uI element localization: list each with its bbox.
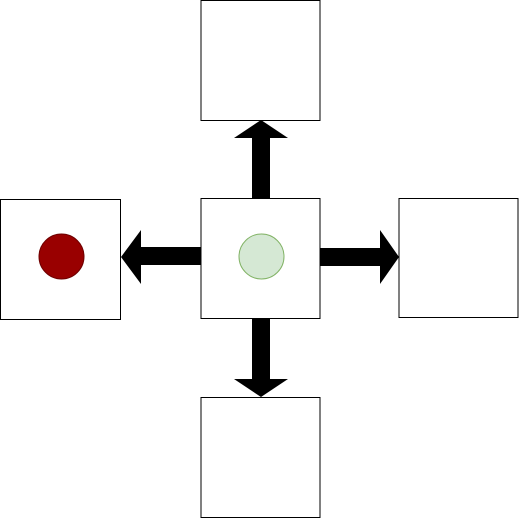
arrow-left — [121, 230, 201, 284]
box-bottom — [200, 397, 321, 518]
box-right — [398, 198, 519, 318]
box-top — [200, 0, 321, 121]
arrow-down — [234, 318, 288, 397]
token-center-green — [238, 233, 285, 280]
arrow-right — [320, 230, 399, 284]
arrow-up — [234, 120, 288, 198]
token-left-red — [38, 233, 85, 280]
